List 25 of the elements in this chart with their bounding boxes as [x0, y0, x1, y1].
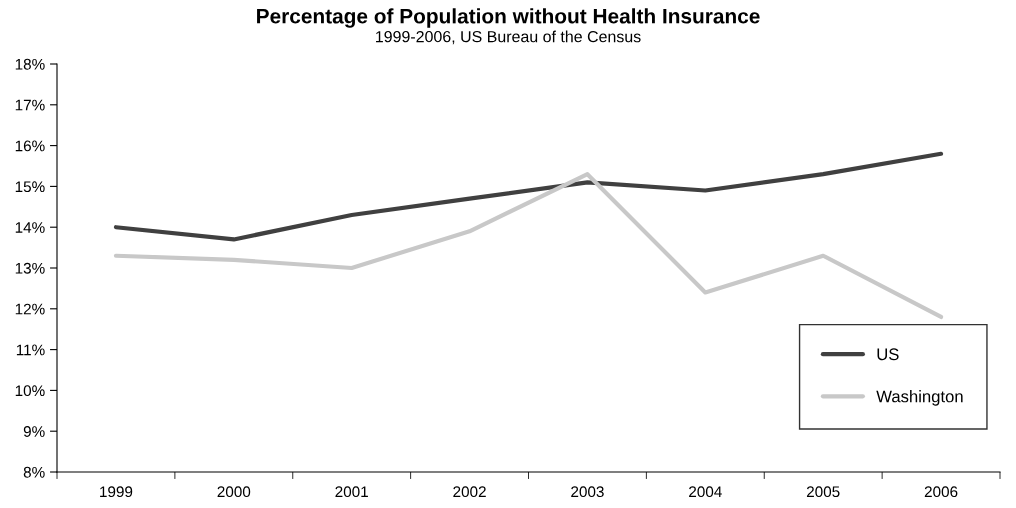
chart-title: Percentage of Population without Health Insurance — [257, 8, 760, 28]
y-tick-label: 18% — [15, 58, 45, 70]
legend-label: US — [877, 348, 899, 361]
y-tick-label: 10% — [15, 385, 45, 397]
y-tick-label: 11% — [16, 344, 45, 356]
x-tick-label: 2003 — [571, 486, 604, 498]
x-tick-label: 1999 — [100, 486, 133, 498]
y-tick-label: 17% — [15, 99, 45, 111]
x-tick-label: 2000 — [217, 486, 251, 498]
x-tick-label: 2005 — [806, 486, 840, 498]
y-tick-label: 14% — [15, 222, 45, 233]
line-series — [113, 151, 944, 242]
x-tick-label: 2001 — [335, 486, 368, 498]
chart-subtitle: 1999-2006, US Bureau of the Census — [376, 30, 641, 45]
x-tick-label: 2004 — [689, 486, 722, 498]
legend-label: Washington — [876, 390, 963, 406]
y-tick-label: 13% — [15, 262, 45, 274]
x-tick-label: 2006 — [924, 486, 958, 498]
line-series — [113, 172, 944, 320]
y-tick-label: 12% — [15, 303, 45, 315]
x-tick-label: 2002 — [453, 486, 486, 498]
y-tick-label: 16% — [15, 140, 45, 152]
y-tick-label: 15% — [15, 181, 45, 193]
y-tick-label: 9% — [23, 426, 45, 437]
y-tick-label: 8% — [23, 466, 45, 478]
